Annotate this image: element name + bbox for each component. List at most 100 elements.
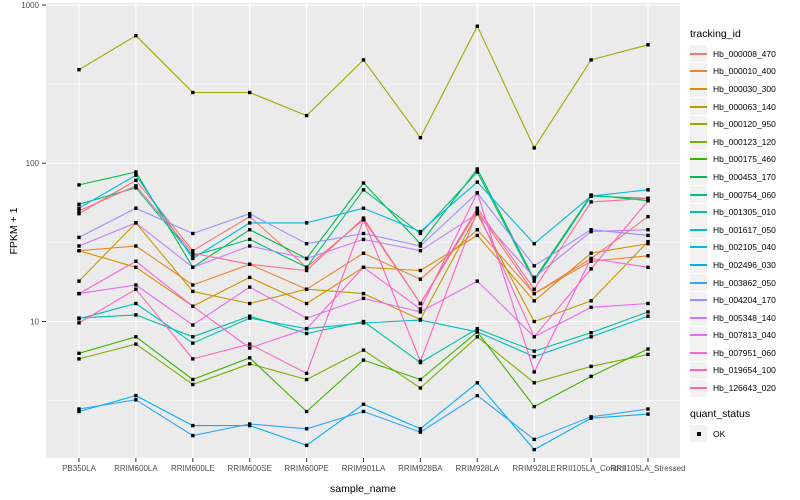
- data-point-Hb_000120_950: [418, 136, 423, 140]
- data-point-Hb_019654_100: [532, 335, 536, 339]
- data-point-Hb_019654_100: [134, 287, 138, 291]
- data-point-Hb_000030_300: [532, 299, 536, 303]
- data-point-Hb_000453_170: [77, 183, 81, 187]
- data-point-Hb_004204_170: [532, 264, 536, 268]
- legend-key: [690, 256, 707, 274]
- data-point-Hb_000010_400: [191, 283, 195, 287]
- data-point-Hb_005348_140: [191, 265, 195, 269]
- data-point-Hb_000063_140: [361, 291, 366, 296]
- data-point-Hb_126643_020: [77, 209, 81, 213]
- data-point-Hb_001617_050: [191, 341, 195, 345]
- data-point-Hb_007951_060: [361, 265, 366, 269]
- data-point-Hb_126643_020: [532, 287, 536, 291]
- data-point-Hb_019654_100: [191, 357, 195, 361]
- legend-item: Hb_000754_060: [690, 186, 800, 204]
- data-point-Hb_005348_140: [304, 256, 309, 261]
- data-point-Hb_000120_950: [646, 43, 650, 47]
- data-point-Hb_000030_300: [304, 301, 309, 306]
- data-point-Hb_000754_060: [77, 202, 81, 206]
- data-point-Hb_000453_170: [361, 181, 366, 185]
- data-point-Hb_000175_460: [77, 351, 81, 355]
- data-point-Hb_000120_950: [191, 90, 195, 95]
- data-point-Hb_007951_060: [418, 307, 423, 311]
- data-point-Hb_019654_100: [248, 342, 252, 346]
- data-point-Hb_005348_140: [418, 249, 423, 253]
- legend-label: Hb_004204_170: [713, 295, 776, 306]
- data-point-Hb_019654_100: [418, 359, 423, 363]
- data-point-Hb_000030_300: [589, 251, 593, 255]
- data-point-Hb_000453_170: [418, 242, 423, 246]
- legend-item: Hb_003862_050: [690, 274, 800, 292]
- data-point-Hb_000754_060: [361, 188, 366, 192]
- legend-key: [690, 186, 707, 204]
- legend-line-swatch: [690, 387, 707, 390]
- legend-label: Hb_000010_400: [713, 66, 776, 77]
- data-point-Hb_000120_950: [134, 34, 138, 38]
- legend-label: Hb_019654_100: [713, 365, 776, 376]
- data-point-Hb_007813_040: [589, 305, 593, 309]
- data-point-Hb_007813_040: [475, 279, 479, 283]
- legend-item: Hb_000030_300: [690, 80, 800, 98]
- data-point-Hb_007813_040: [418, 310, 423, 314]
- legend-item: Hb_000063_140: [690, 98, 800, 116]
- data-point-Hb_003862_050: [418, 430, 423, 434]
- data-point-Hb_002496_030: [134, 393, 138, 398]
- legend-label: Hb_000754_060: [713, 189, 776, 200]
- data-point-Hb_000030_300: [475, 233, 479, 238]
- legend-label: Hb_000030_300: [713, 83, 776, 94]
- data-point-Hb_000010_400: [532, 291, 536, 296]
- legend-item: Hb_007951_060: [690, 344, 800, 362]
- legend-item: Hb_000123_120: [690, 133, 800, 151]
- data-point-Hb_000063_140: [589, 299, 593, 303]
- data-point-Hb_000010_400: [134, 244, 138, 248]
- legend-key: [690, 203, 707, 221]
- data-point-Hb_000008_470: [248, 214, 252, 219]
- data-point-Hb_000008_470: [191, 249, 195, 253]
- legend-line-swatch: [690, 228, 707, 231]
- data-point-Hb_002105_040: [475, 180, 479, 184]
- legend-label: Hb_000175_460: [713, 154, 776, 165]
- data-point-Hb_007813_040: [361, 296, 366, 301]
- legend-item: Hb_002496_030: [690, 256, 800, 274]
- legend-key: [690, 361, 707, 379]
- data-point-Hb_000008_470: [646, 214, 650, 219]
- data-point-Hb_000123_120: [77, 357, 81, 361]
- legend-title-tracking-id: tracking_id: [690, 28, 741, 40]
- data-point-Hb_000453_170: [532, 277, 536, 281]
- data-point-Hb_004204_170: [134, 206, 138, 210]
- data-point-Hb_005348_140: [134, 221, 138, 225]
- legend-label: Hb_000123_120: [713, 136, 776, 147]
- data-point-Hb_003862_050: [134, 398, 138, 402]
- data-point-Hb_004204_170: [589, 228, 593, 232]
- legend-line-swatch: [690, 334, 707, 337]
- data-point-Hb_002105_040: [304, 221, 309, 225]
- data-point-Hb_002105_040: [361, 206, 366, 210]
- data-point-Hb_000010_400: [589, 259, 593, 263]
- legend-title-quant-status: quant_status: [690, 407, 751, 420]
- data-point-Hb_000123_120: [191, 382, 195, 387]
- data-point-Hb_005348_140: [589, 229, 593, 234]
- data-point-Hb_000123_120: [248, 362, 252, 366]
- data-point-Hb_002105_040: [646, 188, 650, 192]
- x-tick-label: RRII105LA_Control: [556, 464, 626, 473]
- y-tick-label: 10: [30, 317, 39, 326]
- legend-line-swatch: [690, 105, 707, 108]
- legend-line-swatch: [690, 263, 707, 266]
- data-point-Hb_002105_040: [248, 221, 252, 225]
- legend-item: Hb_007813_040: [690, 326, 800, 345]
- data-point-Hb_126643_020: [418, 301, 423, 306]
- x-tick-label: RRIM928LA: [456, 464, 500, 473]
- legend-point-swatch: [696, 431, 701, 436]
- data-point-Hb_000008_470: [77, 212, 81, 216]
- legend-label: Hb_002496_030: [713, 259, 776, 270]
- data-point-Hb_007951_060: [191, 304, 195, 308]
- data-point-Hb_000120_950: [361, 58, 366, 62]
- data-point-Hb_000030_300: [248, 275, 252, 280]
- data-point-Hb_003862_050: [475, 393, 479, 398]
- data-point-Hb_000120_950: [589, 58, 593, 62]
- data-point-Hb_000123_120: [532, 381, 536, 385]
- data-point-Hb_007813_040: [646, 301, 650, 306]
- data-point-Hb_000030_300: [646, 242, 650, 246]
- data-point-Hb_007813_040: [248, 285, 252, 289]
- data-point-Hb_000010_400: [646, 254, 650, 258]
